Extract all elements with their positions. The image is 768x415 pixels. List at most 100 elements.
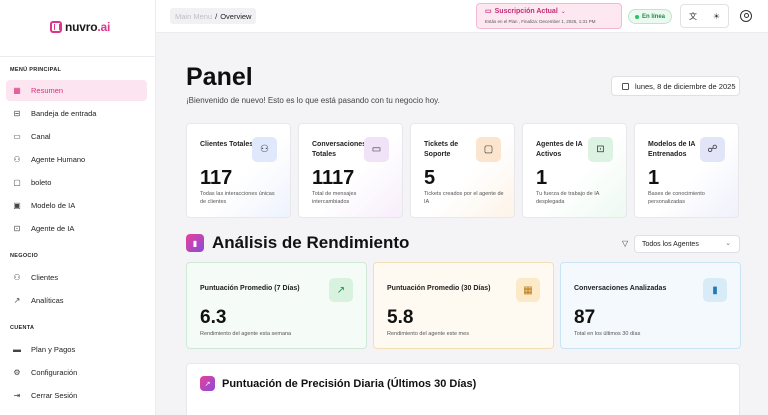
stat-desc: Todas las interacciones únicas de client… xyxy=(200,191,275,205)
sidebar-item-label: Analíticas xyxy=(31,296,64,305)
perf-desc: Rendimiento del agente este mes xyxy=(387,331,469,337)
agent-filter-select[interactable]: Todos los Agentes ⌄ xyxy=(634,235,740,253)
stat-card-modelos-ia: Modelos de IA Entrenados ☍ 1 Bases de co… xyxy=(634,123,739,218)
sun-icon[interactable]: ☀ xyxy=(712,11,721,21)
gear-icon: ⚙ xyxy=(13,368,21,377)
sidebar-item-plan-pagos[interactable]: ▬ Plan y Pagos xyxy=(6,339,147,360)
trend-icon: ↗ xyxy=(13,296,21,305)
brain-icon: ☍ xyxy=(700,137,725,162)
inbox-icon: ⊟ xyxy=(13,109,21,118)
users-icon: ⚇ xyxy=(13,155,21,164)
agent-filter-value: Todos los Agentes xyxy=(642,240,699,248)
date-picker-button[interactable]: lunes, 8 de diciembre de 2025 xyxy=(611,76,740,96)
card-icon: ▭ xyxy=(485,8,492,15)
sidebar-item-label: Canal xyxy=(31,132,51,141)
logout-icon: ⇥ xyxy=(13,391,21,400)
subscription-title: Suscripción Actual xyxy=(494,7,558,15)
sidebar-item-cerrar-sesion[interactable]: ⇥ Cerrar Sesión xyxy=(6,385,147,406)
page-subtitle: ¡Bienvenido de nuevo! Esto es lo que est… xyxy=(186,96,440,105)
calendar-icon xyxy=(622,82,629,90)
section-title-negocio: NEGOCIO xyxy=(10,253,39,259)
sidebar-item-canal[interactable]: ▭ Canal xyxy=(6,126,147,147)
stat-value: 5 xyxy=(424,167,436,189)
sidebar-item-resumen[interactable]: ▦ Resumen xyxy=(6,80,147,101)
stat-title: Clientes Totales xyxy=(200,141,254,148)
breadcrumb-parent[interactable]: Main Menu xyxy=(175,11,213,21)
status-badge: En línea xyxy=(628,9,673,24)
perf-desc: Total en los últimos 30 días xyxy=(574,331,641,337)
status-text: En línea xyxy=(642,13,666,20)
chat-icon: ▭ xyxy=(364,137,389,162)
stat-value: 1 xyxy=(536,167,548,189)
channel-icon: ▭ xyxy=(13,132,21,141)
model-icon: ▣ xyxy=(13,201,21,210)
performance-heading: ▮ Análisis de Rendimiento xyxy=(186,233,409,253)
ticket-icon: ▢ xyxy=(13,178,21,187)
perf-card-7-dias: Puntuación Promedio (7 Días) ↗ 6.3 Rendi… xyxy=(186,262,367,349)
sidebar-item-agente-ia[interactable]: ⊡ Agente de IA xyxy=(6,218,147,239)
main-content: Panel ¡Bienvenido de nuevo! Esto es lo q… xyxy=(156,33,768,415)
stat-card-clientes: Clientes Totales ⚇ 117 Todas las interac… xyxy=(186,123,291,218)
sidebar-item-clientes[interactable]: ⚇ Clientes xyxy=(6,267,147,288)
users-icon: ⚇ xyxy=(252,137,277,162)
clients-icon: ⚇ xyxy=(13,273,21,282)
grid-icon: ▦ xyxy=(13,86,21,95)
sidebar-item-label: Clientes xyxy=(31,273,59,282)
perf-value: 6.3 xyxy=(200,307,227,328)
toolbar-icon-group: 文 ☀ xyxy=(680,4,729,28)
stat-value: 117 xyxy=(200,167,233,189)
subscription-badge[interactable]: ▭ Suscripción Actual ⌄ Estás en el Plan … xyxy=(476,3,622,29)
translate-icon[interactable]: 文 xyxy=(688,11,697,21)
sidebar-item-inbox[interactable]: ⊟ Bandeja de entrada xyxy=(6,103,147,124)
sidebar-item-boleto[interactable]: ▢ boleto xyxy=(6,172,147,193)
chevron-down-icon: ⌄ xyxy=(560,8,566,15)
trend-up-icon: ↗ xyxy=(329,278,353,302)
logo-text: nuvro xyxy=(65,20,98,34)
page-title: Panel xyxy=(186,63,253,91)
sidebar: nuvro.ai MENÚ PRINCIPAL ▦ Resumen ⊟ Band… xyxy=(0,0,156,415)
stat-title: Conversaciones Totales xyxy=(312,141,367,158)
stat-title: Modelos de IA Entrenados xyxy=(648,141,696,158)
section-title-cuenta: CUENTA xyxy=(10,325,35,331)
sidebar-divider xyxy=(0,56,155,57)
perf-title: Puntuación Promedio (7 Días) xyxy=(200,285,300,292)
sidebar-item-label: Plan y Pagos xyxy=(31,345,76,354)
sidebar-item-analiticas[interactable]: ↗ Analíticas xyxy=(6,290,147,311)
sidebar-item-agente-humano[interactable]: ⚇ Agente Humano xyxy=(6,149,147,170)
topbar: Main Menu / Overview ▭ Suscripción Actua… xyxy=(156,0,768,33)
stat-value: 1117 xyxy=(312,167,355,189)
stat-value: 1 xyxy=(648,167,660,189)
breadcrumb: Main Menu / Overview xyxy=(170,8,257,24)
perf-card-conversaciones: Conversaciones Analizadas ▮ 87 Total en … xyxy=(560,262,741,349)
sidebar-item-label: Resumen xyxy=(31,86,64,95)
sidebar-item-configuracion[interactable]: ⚙ Configuración xyxy=(6,362,147,383)
stat-title: Agentes de IA Activos xyxy=(536,141,583,158)
calendar-icon: ▦ xyxy=(516,278,540,302)
breadcrumb-current: Overview xyxy=(220,11,252,21)
logo-icon xyxy=(50,21,62,33)
sidebar-item-label: boleto xyxy=(31,178,52,187)
logo[interactable]: nuvro.ai xyxy=(50,20,110,34)
section-title-main: MENÚ PRINCIPAL xyxy=(10,67,62,73)
stat-card-tickets: Tickets de Soporte ▢ 5 Tickets creados p… xyxy=(410,123,515,218)
breadcrumb-separator: / xyxy=(215,11,218,21)
subscription-detail: Estás en el Plan , Finaliza: December 1,… xyxy=(485,19,596,24)
logo-suffix: .ai xyxy=(97,20,111,34)
sidebar-item-modelo-ia[interactable]: ▣ Modelo de IA xyxy=(6,195,147,216)
date-text: lunes, 8 de diciembre de 2025 xyxy=(635,81,736,91)
user-avatar-icon[interactable] xyxy=(740,10,752,22)
performance-title: Análisis de Rendimiento xyxy=(212,233,410,252)
bot-icon: ⊡ xyxy=(588,137,613,162)
sidebar-item-label: Agente Humano xyxy=(31,155,86,164)
trend-icon: ↗ xyxy=(200,376,215,391)
stat-title: Tickets de Soporte xyxy=(424,141,459,158)
perf-value: 5.8 xyxy=(387,307,414,328)
sidebar-item-label: Cerrar Sesión xyxy=(31,391,78,400)
ticket-icon: ▢ xyxy=(476,137,501,162)
stat-desc: Bases de conocimiento personalizadas xyxy=(648,191,705,205)
bot-icon: ⊡ xyxy=(13,224,21,233)
bar-chart-icon: ▮ xyxy=(703,278,727,302)
stat-desc: Tickets creados por el agente de IA xyxy=(424,191,504,205)
sidebar-item-label: Configuración xyxy=(31,368,78,377)
filter-icon: ▽ xyxy=(622,239,629,248)
